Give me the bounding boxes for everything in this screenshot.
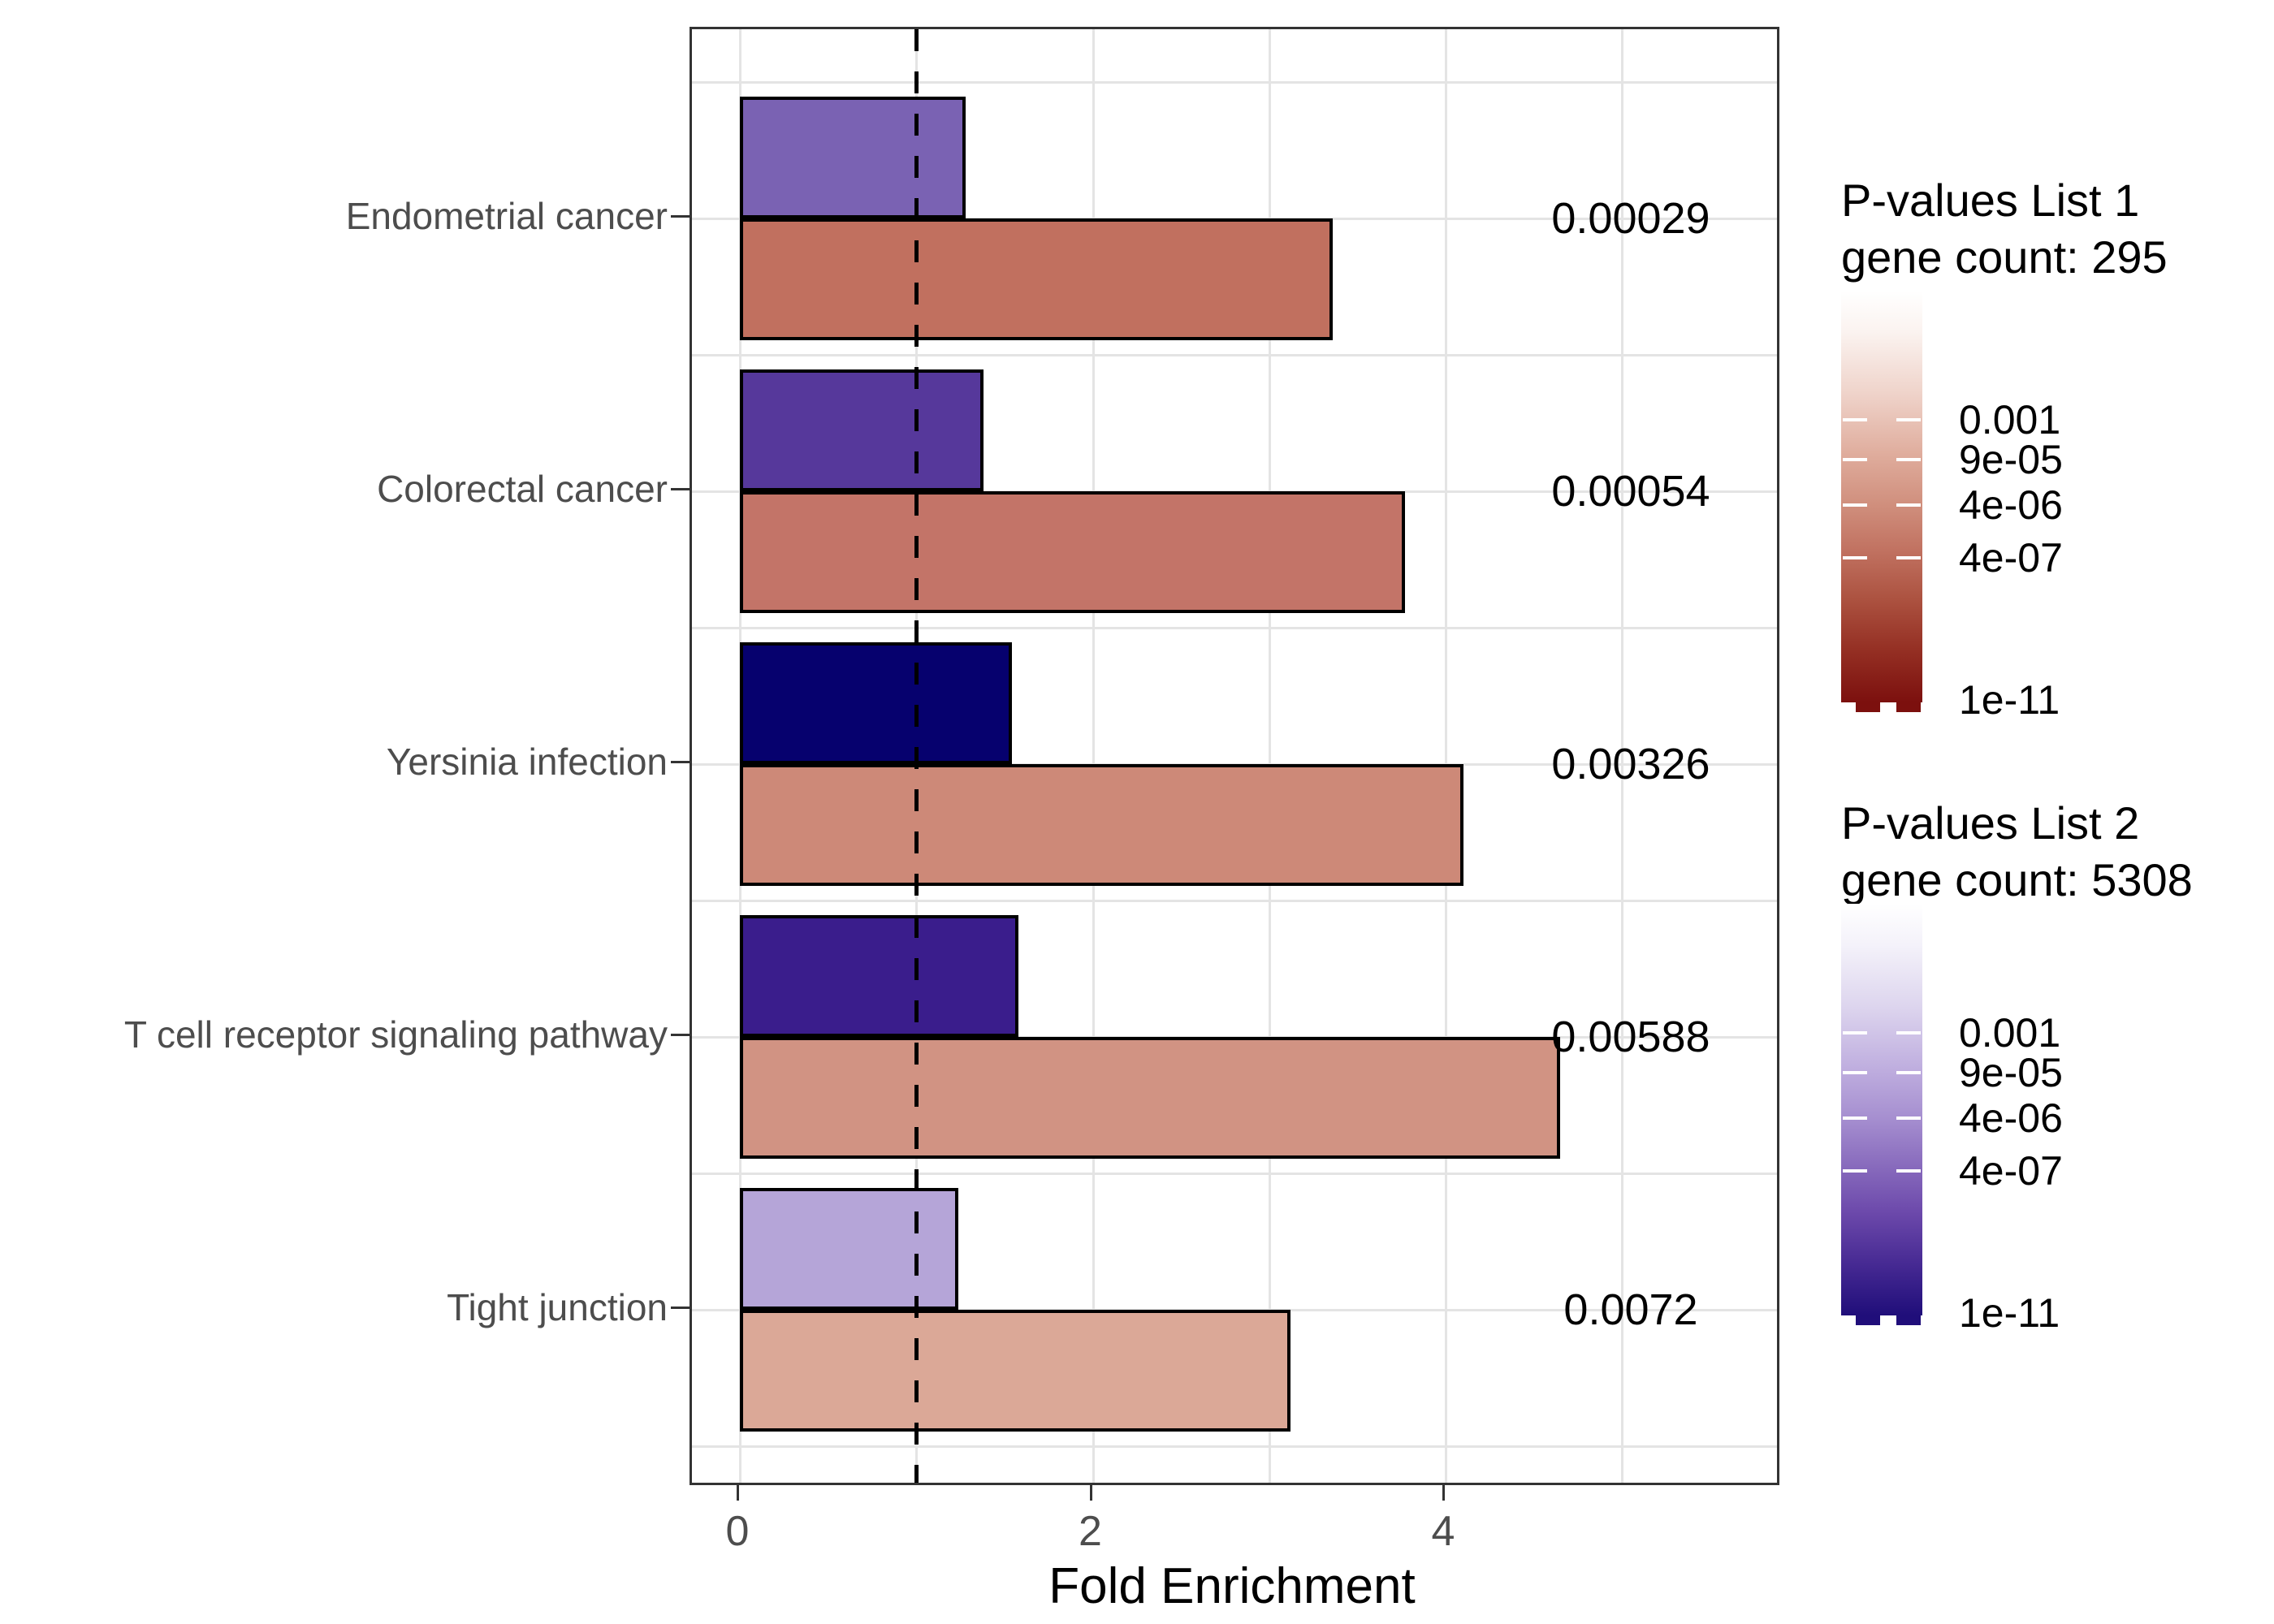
colorbar-tick: [1843, 1169, 1867, 1173]
legend-title-line2: gene count: 5308: [1841, 854, 2193, 905]
bar-list2-t-cell-receptor-signaling-pathway: [740, 915, 1018, 1037]
x-axis-tick: [737, 1483, 739, 1501]
legend-tick-label: 9e-05: [1959, 1050, 2063, 1095]
y-axis-label: Endometrial cancer: [345, 195, 668, 237]
p-value-label: 0.00326: [1551, 740, 1710, 788]
bar-list2-yersinia-infection: [740, 642, 1012, 764]
colorbar-tick: [1896, 1031, 1921, 1034]
bar-list1-tight-junction: [740, 1310, 1290, 1432]
colorbar-bottom-tick: [1856, 1315, 1880, 1325]
bar-list1-colorectal-cancer: [740, 491, 1405, 613]
colorbar-tick: [1896, 1071, 1921, 1074]
y-axis-label: Tight junction: [447, 1286, 668, 1328]
legend-colorbar: [1841, 904, 1922, 1325]
legend-title-line2: gene count: 295: [1841, 231, 2168, 283]
colorbar-tick: [1896, 418, 1921, 421]
colorbar-tick: [1896, 1116, 1921, 1120]
bar-list2-endometrial-cancer: [740, 97, 966, 218]
colorbar-tick: [1896, 503, 1921, 507]
y-axis-label: Yersinia infection: [386, 741, 668, 783]
colorbar-bottom-tick: [1896, 1315, 1921, 1325]
x-axis-tick-label: 0: [725, 1508, 750, 1555]
y-axis-tick: [671, 1307, 690, 1309]
y-axis-label: Colorectal cancer: [377, 468, 668, 510]
plot-panel: 0.00029 0.00054 0.00326 0.00588 0.0072: [690, 27, 1779, 1485]
x-axis-title: Fold Enrichment: [1048, 1558, 1416, 1614]
colorbar-tick: [1896, 556, 1921, 559]
colorbar-tick: [1843, 1071, 1867, 1074]
colorbar-tick: [1843, 556, 1867, 559]
gridline-vertical: [1268, 29, 1271, 1483]
gridline-horizontal: [692, 354, 1777, 356]
legend-tick-label: 0.001: [1959, 397, 2061, 443]
gridline-vertical: [1092, 29, 1095, 1483]
p-value-label: 0.00588: [1551, 1013, 1710, 1061]
legend-title-line1: P-values List 2: [1841, 797, 2140, 849]
y-axis-tick: [671, 761, 690, 763]
y-axis-tick: [671, 1034, 690, 1036]
y-axis-label: T cell receptor signaling pathway: [123, 1013, 668, 1056]
bar-list2-colorectal-cancer: [740, 369, 984, 491]
colorbar-tick: [1896, 1169, 1921, 1173]
colorbar-tick: [1843, 503, 1867, 507]
colorbar-bottom-tick: [1856, 702, 1880, 712]
gridline-horizontal: [692, 1173, 1777, 1175]
p-value-label: 0.00029: [1551, 194, 1710, 243]
y-axis-tick: [671, 215, 690, 218]
legend-bottom-label: 1e-11: [1959, 1290, 2060, 1336]
legend-tick-label: 4e-07: [1959, 535, 2063, 581]
legend-tick-label: 4e-07: [1959, 1148, 2063, 1194]
bar-list1-endometrial-cancer: [740, 218, 1333, 340]
gridline-horizontal: [692, 81, 1777, 84]
bar-list2-tight-junction: [740, 1188, 958, 1310]
colorbar-tick: [1843, 418, 1867, 421]
p-value-label: 0.00054: [1551, 467, 1710, 516]
colorbar-tick: [1843, 458, 1867, 461]
legend-tick-label: 4e-06: [1959, 482, 2063, 528]
x-axis-tick: [1442, 1483, 1445, 1501]
x-axis-tick-label: 2: [1079, 1508, 1102, 1555]
legend-bottom-label: 1e-11: [1959, 677, 2060, 723]
p-value-label: 0.0072: [1563, 1285, 1698, 1334]
legend-tick-label: 9e-05: [1959, 437, 2063, 482]
gridline-horizontal: [692, 627, 1777, 629]
colorbar-tick: [1843, 1116, 1867, 1120]
dashed-reference-line: [914, 29, 919, 1483]
bar-list1-yersinia-infection: [740, 764, 1463, 886]
gridline-horizontal: [692, 900, 1777, 902]
legend-colorbar: [1841, 291, 1922, 712]
gridline-horizontal: [692, 1445, 1777, 1448]
x-axis-tick: [1089, 1483, 1092, 1501]
x-axis-tick-label: 4: [1431, 1508, 1455, 1555]
y-axis-tick: [671, 488, 690, 490]
gridline-vertical: [1445, 29, 1447, 1483]
legend-tick-label: 0.001: [1959, 1010, 2061, 1056]
legend-tick-label: 4e-06: [1959, 1095, 2063, 1141]
gridline-vertical: [1621, 29, 1624, 1483]
bar-list1-t-cell-receptor-signaling-pathway: [740, 1037, 1560, 1159]
colorbar-bottom-tick: [1896, 702, 1921, 712]
legend-title-line1: P-values List 1: [1841, 175, 2140, 226]
colorbar-tick: [1843, 1031, 1867, 1034]
colorbar-tick: [1896, 458, 1921, 461]
